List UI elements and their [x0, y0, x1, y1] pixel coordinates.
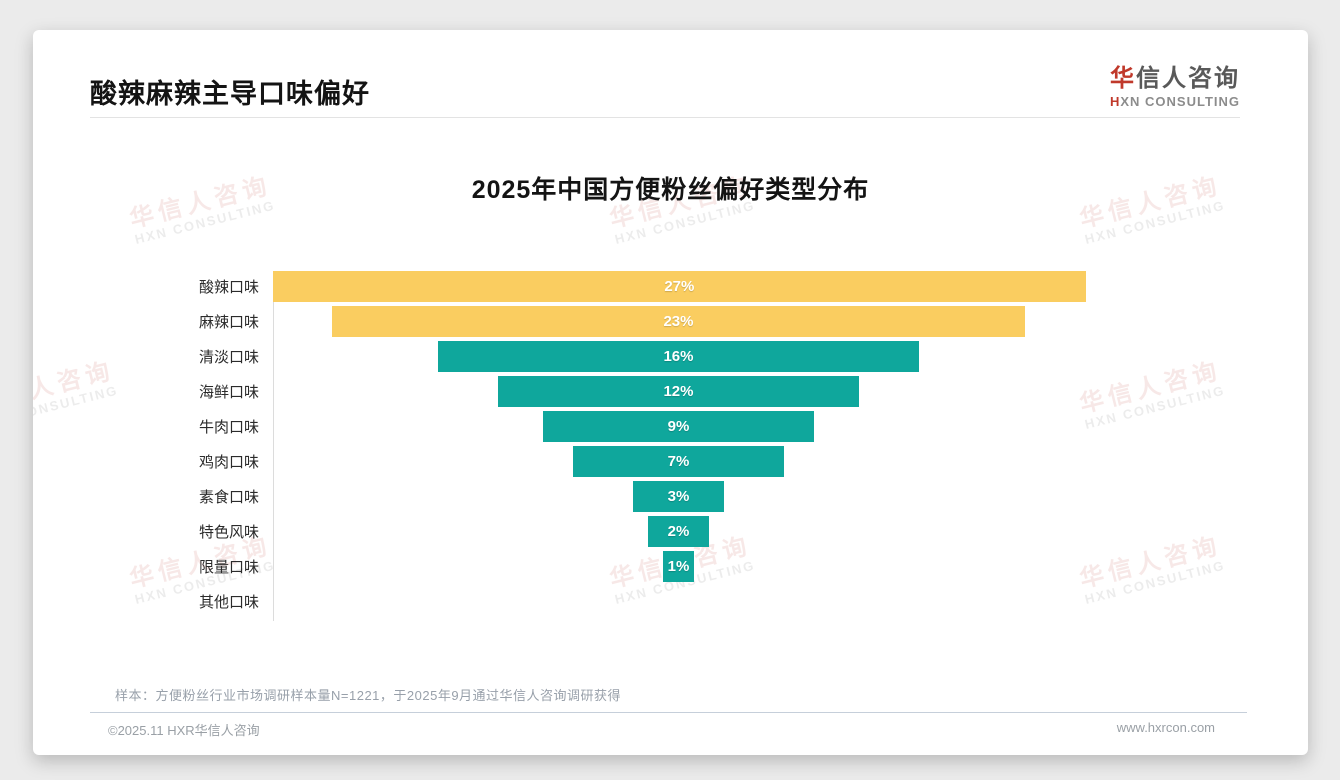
company-logo: 华信人咨询 HXN CONSULTING	[1110, 58, 1240, 109]
chart-row: 限量口味 1%	[33, 551, 1308, 582]
logo-name-rest: 信人咨询	[1135, 65, 1240, 92]
website-url: www.hxrcon.com	[1116, 720, 1215, 735]
chart-row: 牛肉口味 9%	[33, 411, 1308, 442]
chart-row: 素食口味 3%	[33, 481, 1308, 512]
header-divider	[90, 117, 1240, 118]
chart-axis-line	[273, 271, 274, 621]
chart-row: 海鲜口味 12%	[33, 376, 1308, 407]
bar-area: 2%	[273, 516, 1308, 547]
bar-area: 23%	[273, 306, 1308, 337]
bar-value-label: 9%	[667, 418, 690, 435]
funnel-bar: 23%	[332, 306, 1025, 337]
logo-tagline-rest: XN CONSULTING	[1120, 94, 1240, 109]
bar-value-label: 27%	[664, 278, 695, 295]
funnel-bar: 16%	[437, 341, 920, 372]
bar-area: 1%	[273, 551, 1308, 582]
bar-value-label: 3%	[667, 488, 690, 505]
logo-name: 华信人咨询	[1110, 58, 1240, 93]
category-label: 限量口味	[198, 559, 259, 576]
chart-title: 2025年中国方便粉丝偏好类型分布	[471, 176, 870, 204]
funnel-bar: 27%	[273, 271, 1086, 302]
chart-row: 鸡肉口味 7%	[33, 446, 1308, 477]
bar-area	[273, 586, 1308, 617]
slide-card: 华信人咨询 HXN CONSULTING 华信人咨询 HXN CONSULTING 华信…	[33, 30, 1308, 755]
copyright-text: ©2025.11 HXR华信人咨询	[108, 723, 260, 738]
category-label: 牛肉口味	[198, 419, 259, 436]
category-label: 特色风味	[198, 524, 259, 541]
logo-tagline-accent: H	[1109, 94, 1121, 109]
sample-footnote: 样本：方便粉丝行业市场调研样本量N=1221，于2025年9月通过华信人咨询调研…	[115, 688, 622, 703]
chart-row: 麻辣口味 23%	[33, 306, 1308, 337]
bar-value-label: 1%	[667, 558, 690, 575]
bar-value-label: 7%	[667, 453, 690, 470]
category-label: 酸辣口味	[198, 279, 259, 296]
chart-row: 其他口味	[33, 586, 1308, 617]
bar-area: 7%	[273, 446, 1308, 477]
bar-area: 12%	[273, 376, 1308, 407]
funnel-chart: 酸辣口味 27% 麻辣口味 23% 清淡口味 16% 海鲜口味 12% 牛肉口味 9% 鸡肉口味 7%…	[33, 271, 1308, 621]
funnel-bar: 3%	[633, 481, 724, 512]
bar-area: 9%	[273, 411, 1308, 442]
category-label: 鸡肉口味	[198, 454, 259, 471]
funnel-bar: 7%	[573, 446, 784, 477]
chart-row: 酸辣口味 27%	[33, 271, 1308, 302]
bar-area: 27%	[273, 271, 1308, 302]
bar-area: 16%	[273, 341, 1308, 372]
funnel-bar: 1%	[663, 551, 694, 582]
category-label: 清淡口味	[198, 349, 259, 366]
logo-tagline: HXN CONSULTING	[1110, 94, 1240, 109]
page-title: 酸辣麻辣主导口味偏好	[90, 79, 370, 109]
footer-divider	[90, 712, 1247, 713]
bar-value-label: 23%	[663, 313, 694, 330]
funnel-bar: 9%	[543, 411, 814, 442]
funnel-bar: 2%	[648, 516, 709, 547]
bar-value-label: 12%	[663, 383, 694, 400]
bar-value-label: 2%	[667, 523, 690, 540]
category-label: 素食口味	[198, 489, 259, 506]
category-label: 麻辣口味	[198, 314, 259, 331]
bar-area: 3%	[273, 481, 1308, 512]
logo-name-accent: 华	[1109, 65, 1136, 92]
category-label: 其他口味	[198, 594, 259, 611]
funnel-bar: 12%	[497, 376, 860, 407]
chart-row: 清淡口味 16%	[33, 341, 1308, 372]
bar-value-label: 16%	[663, 348, 694, 365]
chart-row: 特色风味 2%	[33, 516, 1308, 547]
category-label: 海鲜口味	[198, 384, 259, 401]
